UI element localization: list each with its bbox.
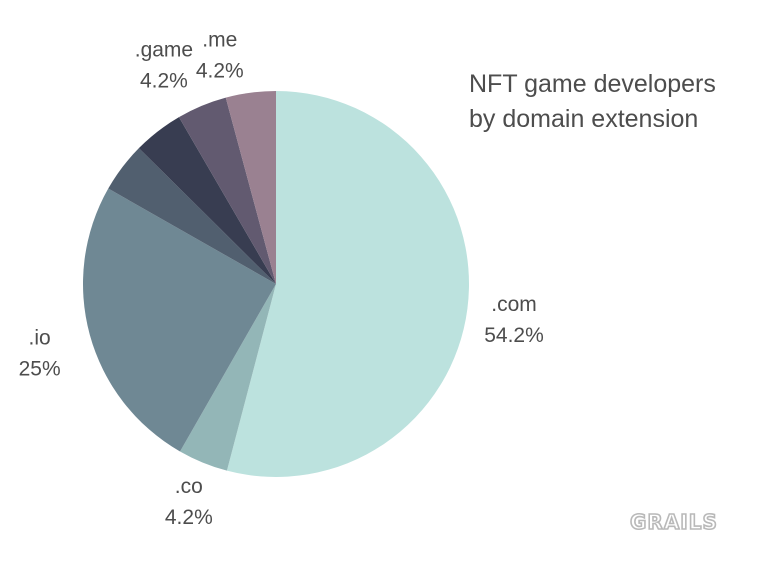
pie-slice-com xyxy=(226,91,469,478)
pie-slice-3 xyxy=(108,148,276,284)
chart-title-line-1: NFT game developers xyxy=(469,70,716,98)
grails-logo: GRAILS xyxy=(630,510,718,534)
slice-category-label: .com xyxy=(491,293,537,316)
slice-category-label: .game xyxy=(135,39,193,62)
pie-slice-me xyxy=(225,91,276,284)
slice-value-label: 54.2% xyxy=(484,324,544,347)
pie-slice-co xyxy=(180,284,276,471)
pie-slices xyxy=(83,91,469,478)
pie-slice-io xyxy=(83,188,276,452)
slice-value-label: 4.2% xyxy=(165,506,213,529)
slice-value-label: 4.2% xyxy=(196,60,244,83)
pie-slice-4 xyxy=(138,117,276,284)
slice-category-label: .io xyxy=(29,327,51,350)
chart-title-line-2: by domain extension xyxy=(469,105,698,133)
slice-category-label: .co xyxy=(175,475,203,498)
slice-value-label: 4.2% xyxy=(140,70,188,93)
slice-category-label: .me xyxy=(202,29,237,52)
slice-value-label: 25% xyxy=(19,358,61,381)
pie-slice-game xyxy=(178,97,276,285)
